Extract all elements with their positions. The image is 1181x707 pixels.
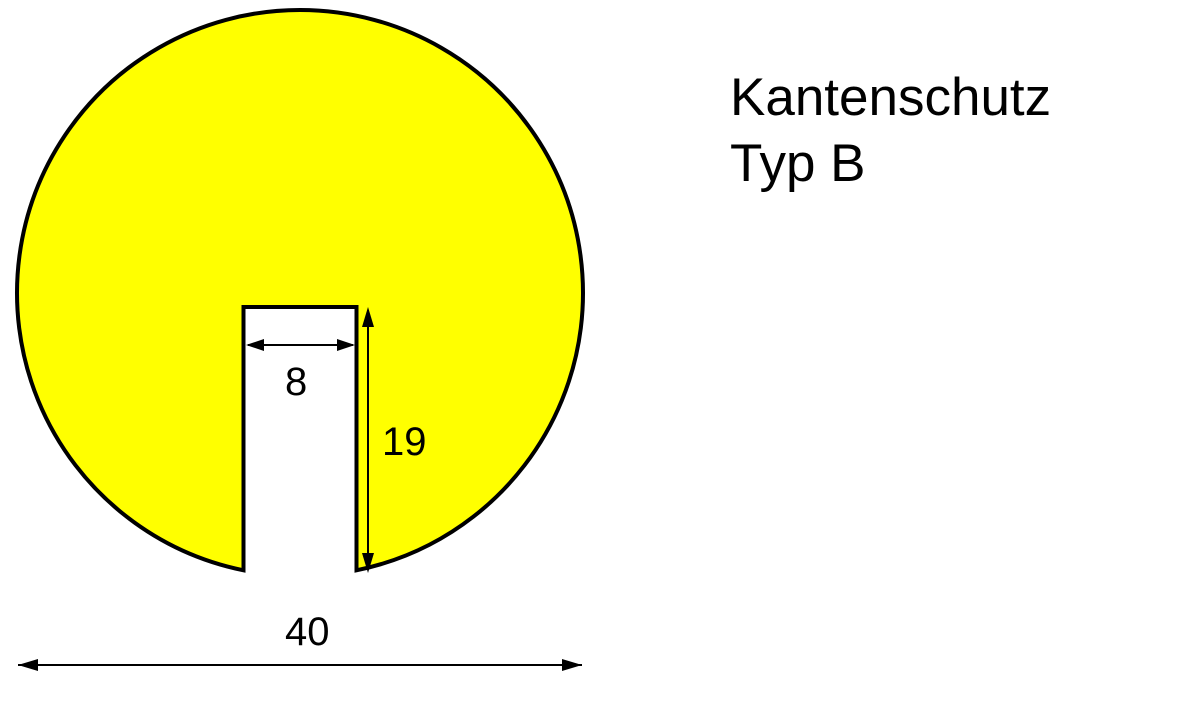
profile-shape bbox=[17, 10, 583, 570]
diagram-area: 40 8 19 bbox=[0, 0, 620, 702]
dim-diameter-label: 40 bbox=[285, 610, 330, 654]
title-line-2: Typ B bbox=[730, 131, 1051, 197]
dim-slot-width: 8 bbox=[246, 339, 355, 404]
title-line-1: Kantenschutz bbox=[730, 65, 1051, 131]
dim-diameter: 40 bbox=[18, 610, 582, 671]
cross-section-svg: 40 8 19 bbox=[0, 0, 620, 702]
dim-slot-depth-label: 19 bbox=[382, 420, 427, 464]
title-area: Kantenschutz Typ B bbox=[730, 65, 1051, 198]
dim-slot-width-label: 8 bbox=[285, 360, 307, 404]
